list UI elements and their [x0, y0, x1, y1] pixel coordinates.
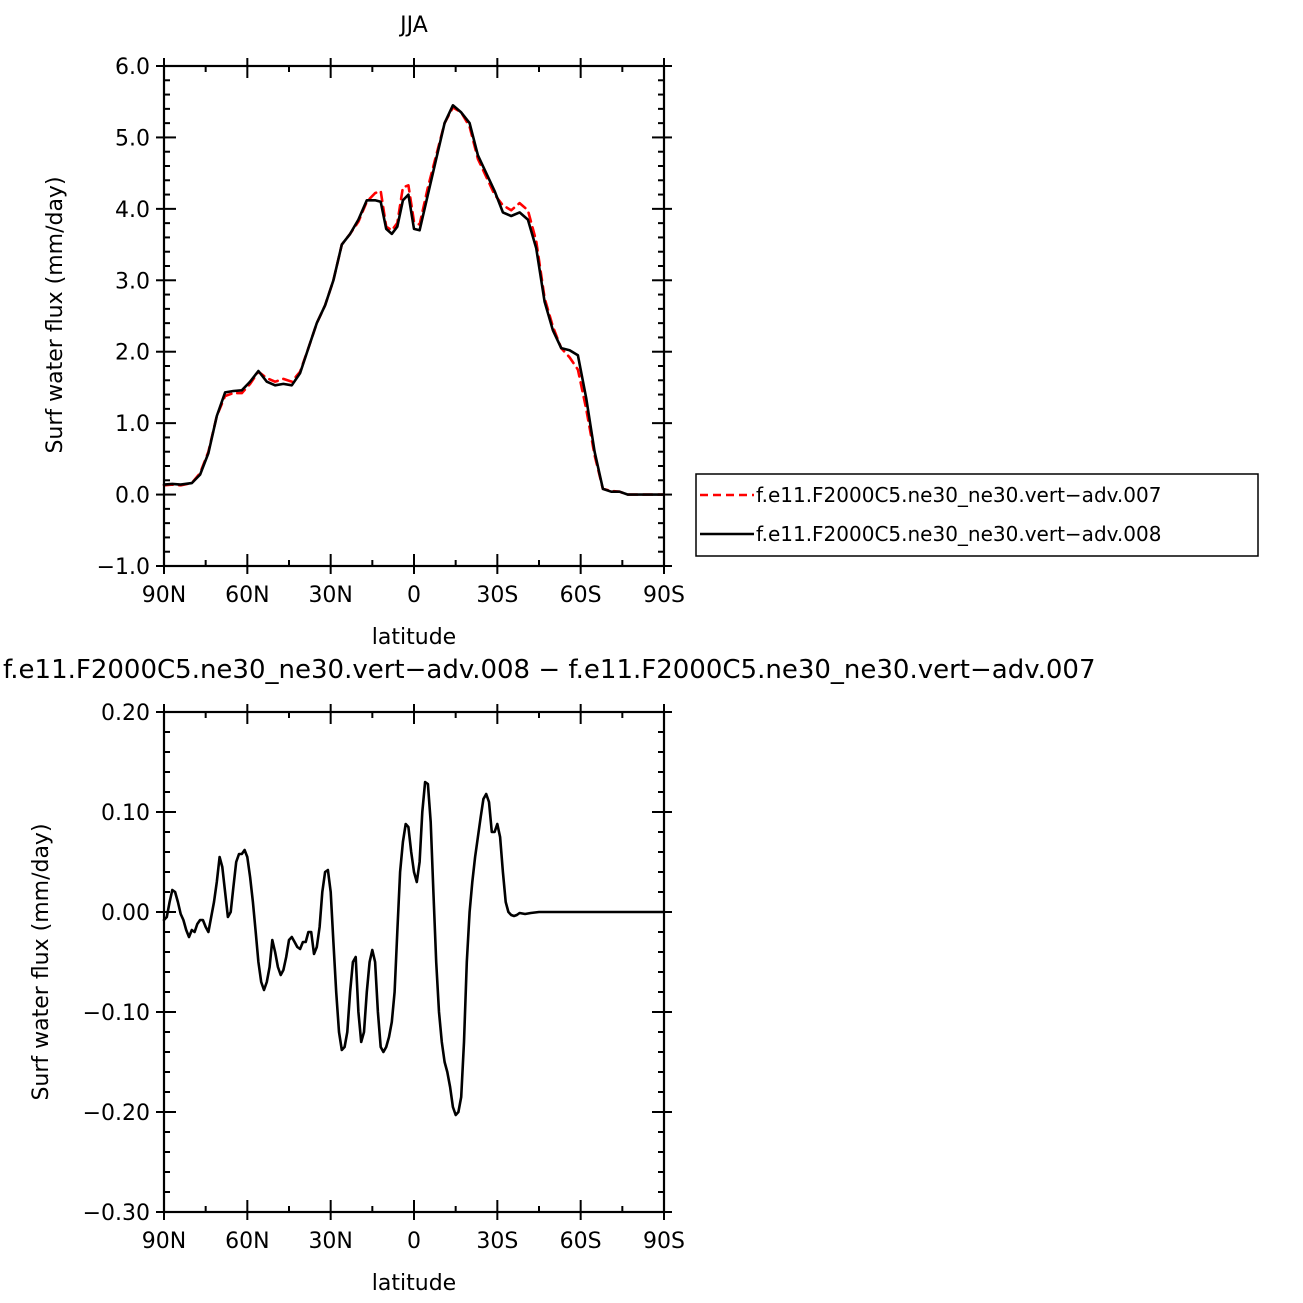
top-y-tick-label: 0.0 [115, 484, 150, 509]
top-y-tick-label: −1.0 [97, 555, 150, 580]
top-x-tick-label: 60N [225, 583, 269, 608]
top-series-line-1 [162, 104, 666, 496]
top-series-line-0 [162, 106, 666, 496]
top-title: JJA [398, 13, 428, 38]
bottom-x-tick-label: 60S [560, 1229, 602, 1254]
bottom-y-tick-label: 0.00 [101, 901, 150, 926]
bottom-x-tick-label: 0 [407, 1229, 421, 1254]
top-series [162, 104, 666, 496]
bottom-series [162, 780, 666, 1117]
bottom-title: f.e11.F2000C5.ne30_ne30.vert−adv.008 − f… [3, 655, 1095, 685]
top-y-tick-label: 3.0 [115, 269, 150, 294]
top-x-tick-label: 90S [643, 583, 685, 608]
bottom-y-tick-label: −0.10 [83, 1001, 150, 1026]
top-x-tick-label: 60S [560, 583, 602, 608]
top-panel: JJA Surf water flux (mm/day) latitude 90… [43, 13, 1259, 650]
bottom-panel: f.e11.F2000C5.ne30_ne30.vert−adv.008 − f… [3, 655, 1095, 1296]
top-y-axis-label: Surf water flux (mm/day) [43, 176, 68, 453]
bottom-x-tick-label: 90N [142, 1229, 186, 1254]
top-x-tick-label: 30N [308, 583, 352, 608]
top-x-tick-label: 0 [407, 583, 421, 608]
top-y-tick-label: 2.0 [115, 341, 150, 366]
bottom-x-tick-label: 90S [643, 1229, 685, 1254]
top-ticks: 90N 60N 30N 0 30S 60S 90S 6.0 5.0 4.0 3.0 2.0 1.0 0.0… [97, 55, 685, 608]
bottom-x-tick-label: 30N [308, 1229, 352, 1254]
top-x-tick-label: 30S [476, 583, 518, 608]
bottom-x-tick-label: 60N [225, 1229, 269, 1254]
bottom-series-line-0 [162, 780, 666, 1117]
bottom-x-tick-label: 30S [476, 1229, 518, 1254]
bottom-plot-frame [162, 710, 666, 1214]
legend: f.e11.F2000C5.ne30_ne30.vert−adv.007 f.e… [695, 473, 1259, 557]
legend-box [695, 473, 1259, 557]
top-y-tick-label: 6.0 [115, 55, 150, 80]
top-y-tick-label: 4.0 [115, 198, 150, 223]
top-y-tick-label: 1.0 [115, 412, 150, 437]
bottom-y-tick-label: 0.20 [101, 701, 150, 726]
top-x-tick-label: 90N [142, 583, 186, 608]
bottom-y-tick-label: −0.20 [83, 1101, 150, 1126]
bottom-ticks: 90N 60N 30N 0 30S 60S 90S 0.20 0.10 0.00 −0.10 −0.2… [83, 701, 685, 1254]
bottom-y-axis-label: Surf water flux (mm/day) [29, 823, 54, 1100]
bottom-x-axis-label: latitude [372, 1271, 456, 1296]
bottom-y-tick-label: −0.30 [83, 1201, 150, 1226]
bottom-y-tick-label: 0.10 [101, 801, 150, 826]
legend-label-007: f.e11.F2000C5.ne30_ne30.vert−adv.007 [756, 483, 1161, 507]
legend-label-008: f.e11.F2000C5.ne30_ne30.vert−adv.008 [756, 522, 1161, 546]
top-y-tick-label: 5.0 [115, 126, 150, 151]
top-x-axis-label: latitude [372, 625, 456, 650]
top-plot-frame [162, 64, 666, 568]
